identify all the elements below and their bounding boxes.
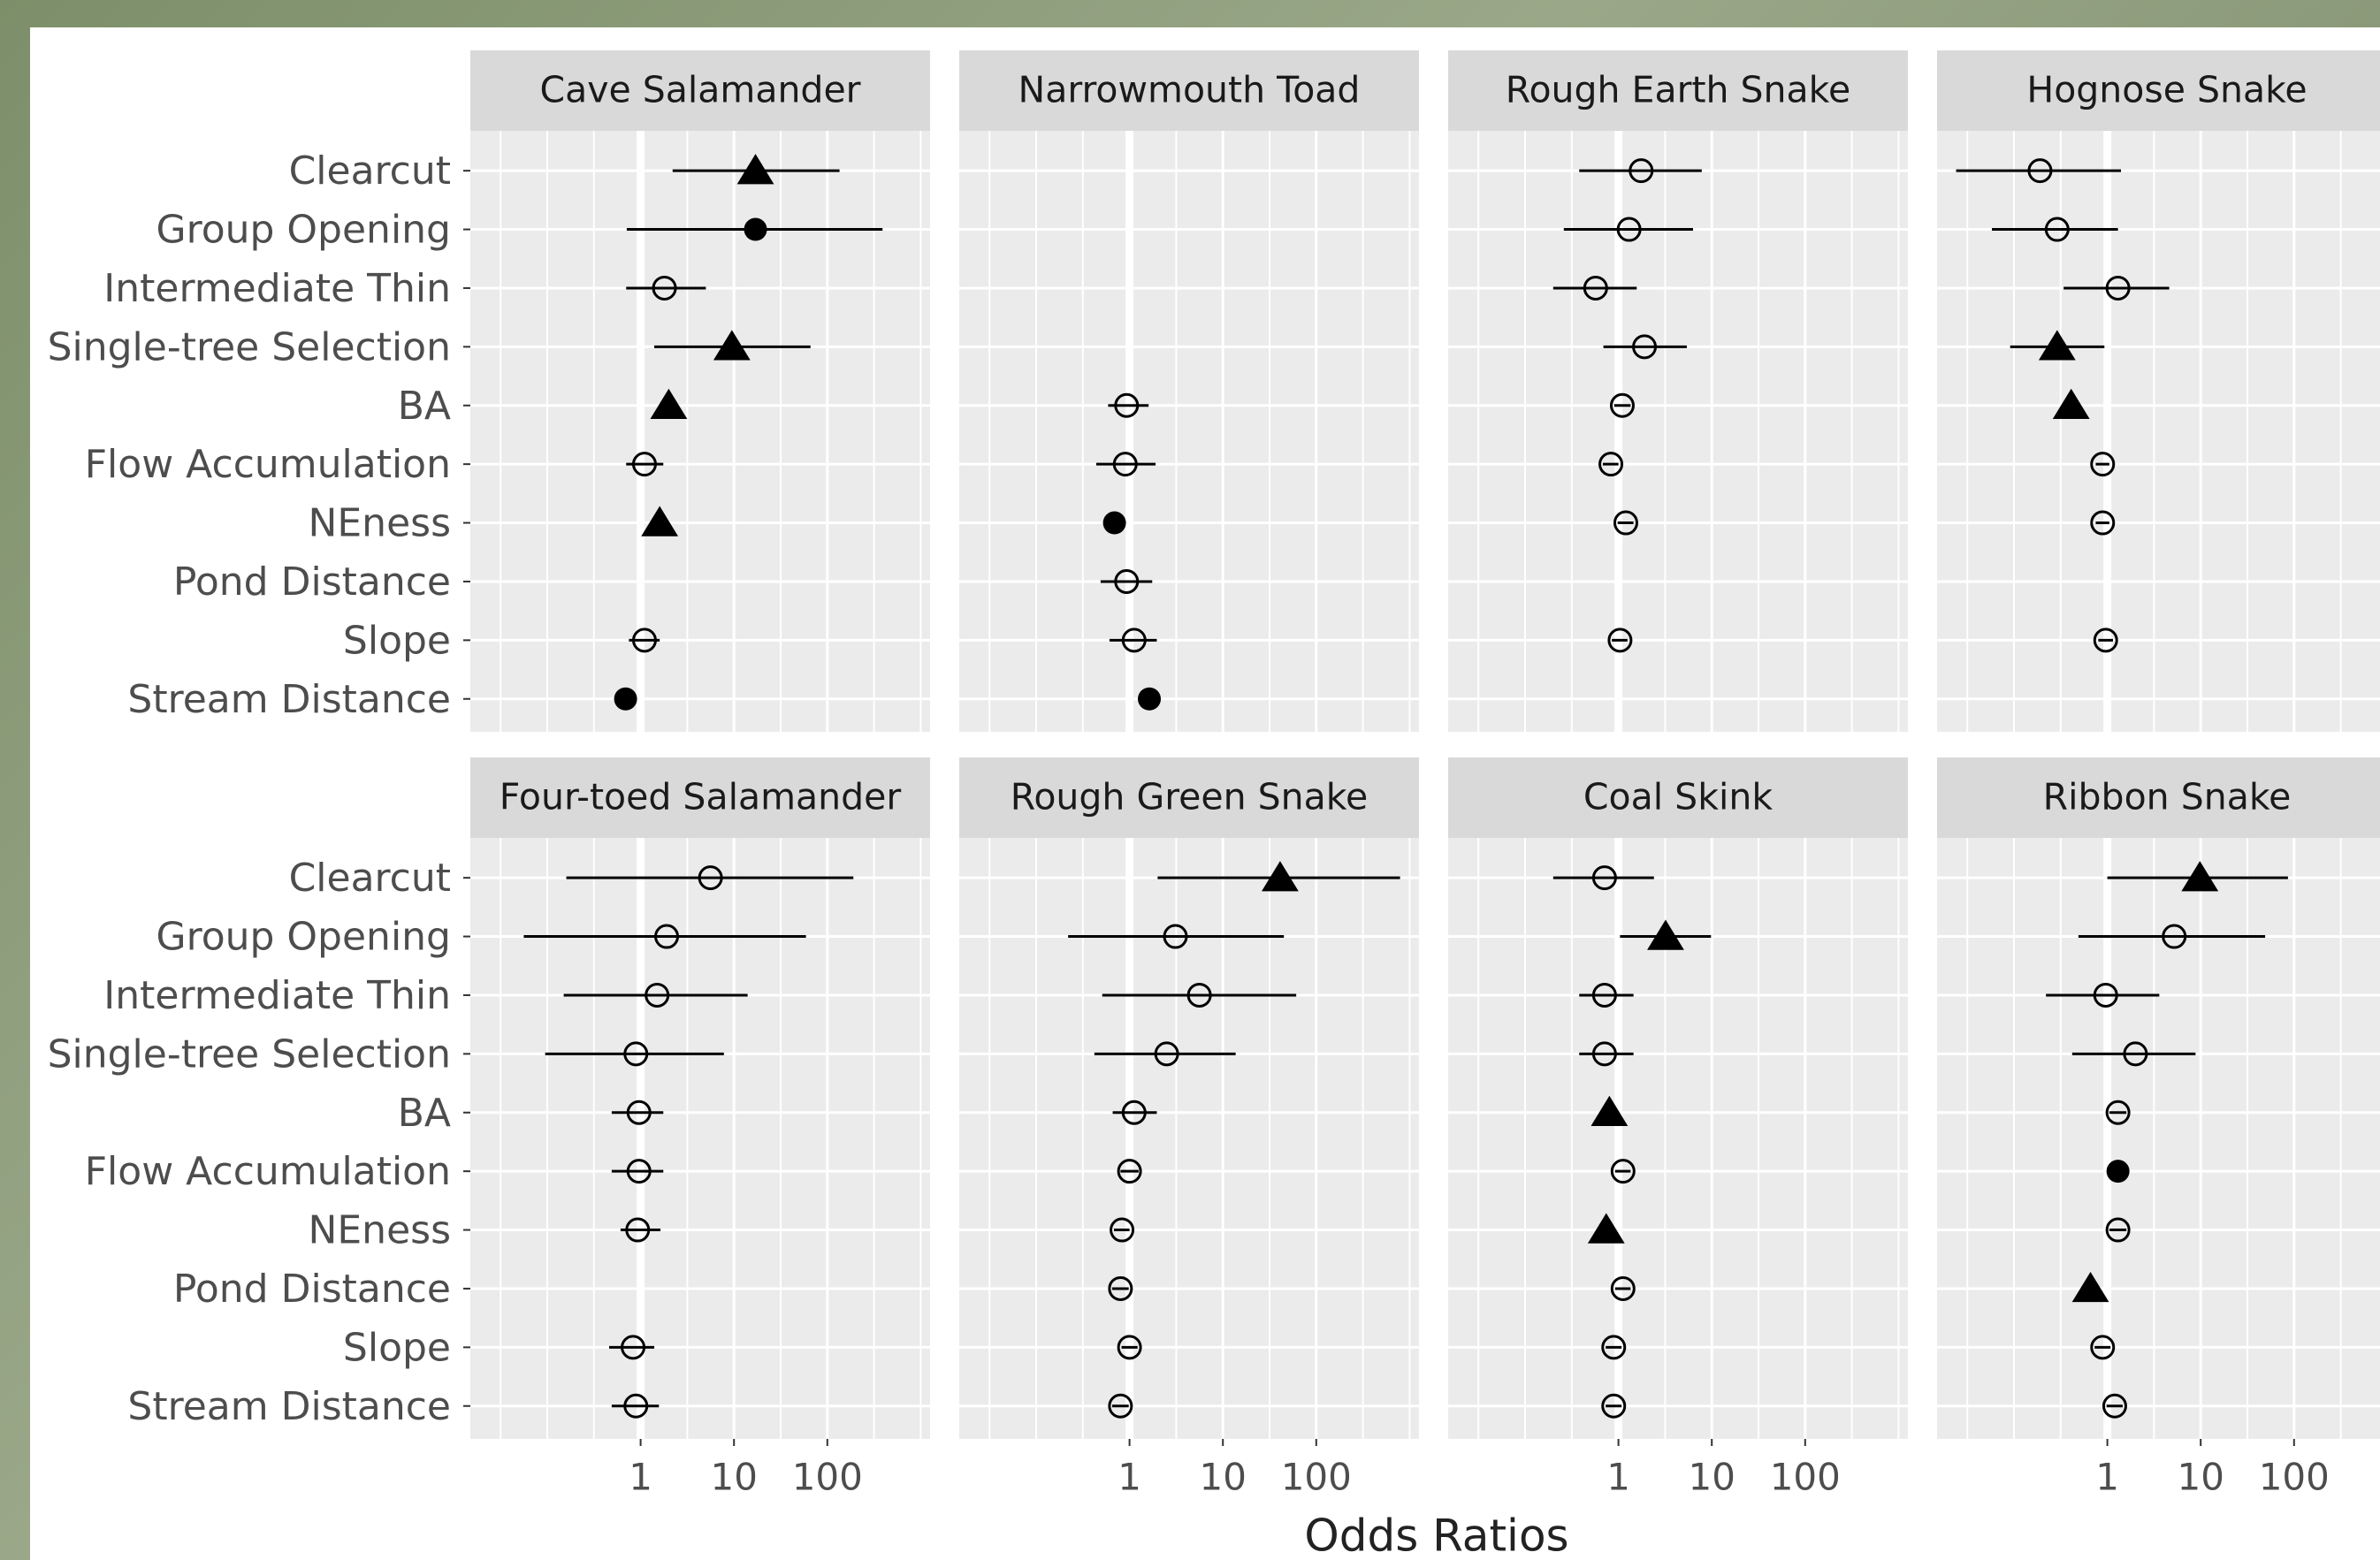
x-tick-label: 100 <box>1770 1456 1841 1499</box>
y-tick-label: Flow Accumulation <box>85 442 451 487</box>
y-tick-label: Single-tree Selection <box>48 1031 451 1077</box>
panel-background <box>959 131 1419 732</box>
y-tick-label: Stream Distance <box>127 677 451 722</box>
panel-title: Cave Salamander <box>539 69 860 111</box>
x-tick-label: 100 <box>1281 1456 1352 1499</box>
y-tick-label: Intermediate Thin <box>103 266 451 311</box>
panel-title: Rough Green Snake <box>1011 776 1369 818</box>
panel-background <box>470 131 930 732</box>
panel-background <box>1448 838 1908 1439</box>
x-tick-label: 100 <box>2259 1456 2330 1499</box>
x-tick-label: 1 <box>1118 1456 1141 1499</box>
x-tick-label: 10 <box>2177 1456 2224 1499</box>
marker-filled <box>2107 1160 2130 1183</box>
panel-background <box>1937 838 2380 1439</box>
y-tick-label: Group Opening <box>156 915 451 960</box>
x-tick-label: 1 <box>629 1456 652 1499</box>
x-tick-label: 100 <box>792 1456 863 1499</box>
x-axis-title: Odds Ratios <box>1304 1511 1568 1560</box>
y-tick-label: Clearcut <box>289 148 451 194</box>
y-tick-label: Slope <box>343 1325 451 1370</box>
y-tick-label: Group Opening <box>156 208 451 253</box>
marker-filled <box>614 688 637 711</box>
y-tick-label: Pond Distance <box>173 1267 451 1312</box>
page: {"chart_data": {"type": "forest", "x_lab… <box>0 0 2380 1560</box>
panel-background <box>1448 131 1908 732</box>
marker-filled <box>1103 512 1126 535</box>
x-tick-label: 10 <box>1688 1456 1735 1499</box>
y-tick-label: NEness <box>308 501 451 546</box>
y-tick-label: Intermediate Thin <box>103 973 451 1018</box>
y-tick-label: Slope <box>343 618 451 663</box>
x-tick-label: 1 <box>1606 1456 1630 1499</box>
panel-title: Rough Earth Snake <box>1506 69 1850 111</box>
y-tick-label: BA <box>398 1091 451 1136</box>
panel-title: Hognose Snake <box>2026 69 2307 111</box>
x-tick-label: 1 <box>2095 1456 2119 1499</box>
y-tick-label: Flow Accumulation <box>85 1149 451 1194</box>
panel-title: Coal Skink <box>1583 776 1773 818</box>
x-tick-label: 10 <box>1199 1456 1246 1499</box>
y-tick-label: Clearcut <box>289 856 451 901</box>
y-tick-label: Single-tree Selection <box>48 324 451 369</box>
marker-filled <box>744 218 767 241</box>
y-tick-label: Stream Distance <box>127 1384 451 1429</box>
panel-title: Four-toed Salamander <box>500 776 902 818</box>
y-tick-label: NEness <box>308 1208 451 1253</box>
panel-background <box>1937 131 2380 732</box>
chart: Odds Ratios Cave Salamander Clearcut Group… <box>0 0 2380 1560</box>
panel-background <box>959 838 1419 1439</box>
x-tick-label: 10 <box>710 1456 757 1499</box>
y-tick-label: BA <box>398 384 451 429</box>
y-tick-label: Pond Distance <box>173 559 451 605</box>
panel-background <box>470 838 930 1439</box>
marker-filled <box>1138 688 1161 711</box>
panel-title: Narrowmouth Toad <box>1018 69 1361 111</box>
panel-title: Ribbon Snake <box>2043 776 2292 818</box>
